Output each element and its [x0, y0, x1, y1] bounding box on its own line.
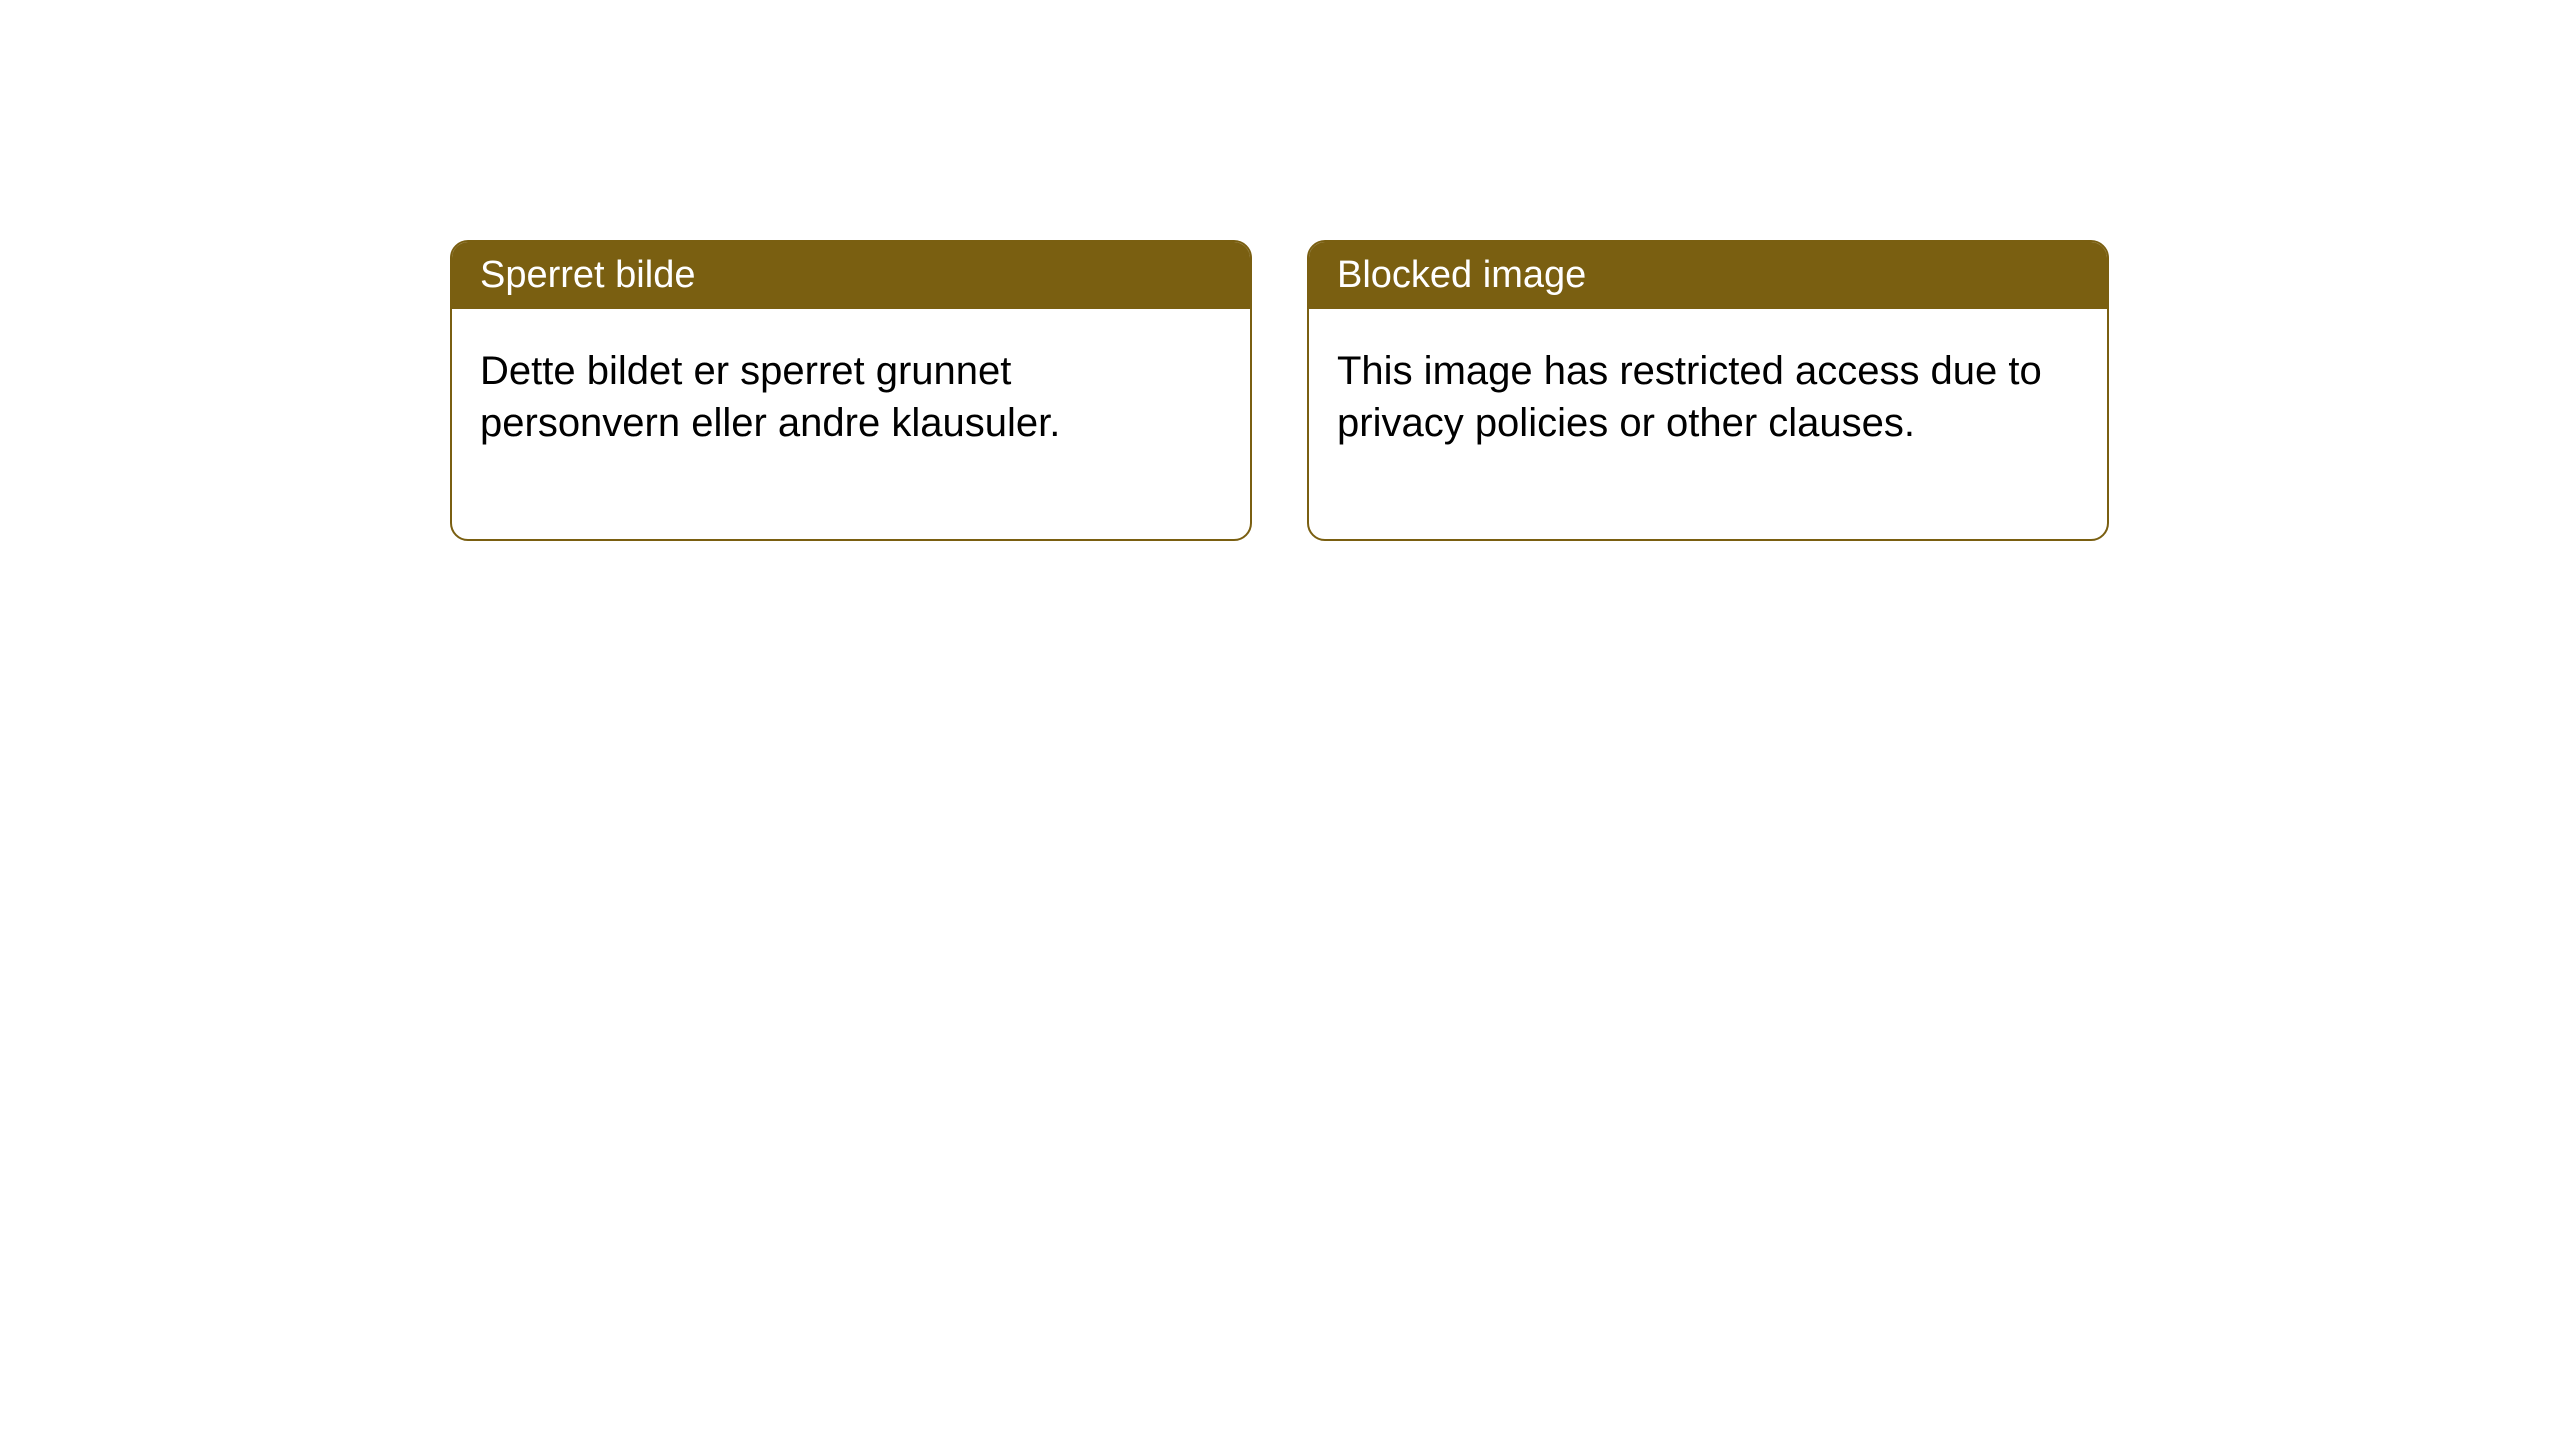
- card-body-norwegian: Dette bildet er sperret grunnet personve…: [452, 309, 1250, 539]
- card-text-english: This image has restricted access due to …: [1337, 349, 2042, 445]
- card-title-english: Blocked image: [1337, 254, 1586, 296]
- card-header-english: Blocked image: [1309, 242, 2107, 309]
- card-header-norwegian: Sperret bilde: [452, 242, 1250, 309]
- card-english: Blocked image This image has restricted …: [1307, 240, 2109, 541]
- card-body-english: This image has restricted access due to …: [1309, 309, 2107, 539]
- card-text-norwegian: Dette bildet er sperret grunnet personve…: [480, 349, 1060, 445]
- card-title-norwegian: Sperret bilde: [480, 254, 695, 296]
- card-norwegian: Sperret bilde Dette bildet er sperret gr…: [450, 240, 1252, 541]
- cards-container: Sperret bilde Dette bildet er sperret gr…: [450, 240, 2109, 541]
